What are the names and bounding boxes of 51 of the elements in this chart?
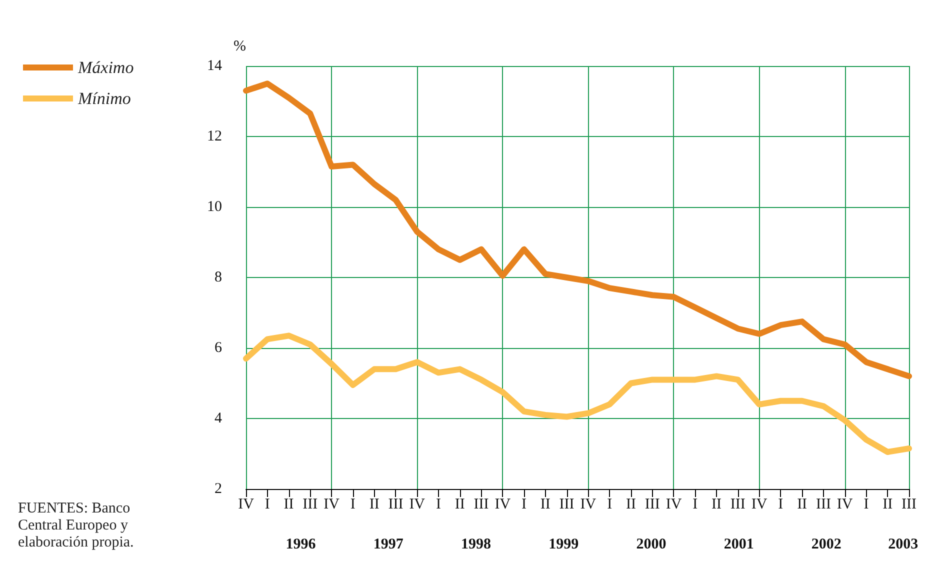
y-tick-label: 6 [214,340,222,356]
x-tick-label: IV [238,496,254,512]
text: 2001 [724,536,754,552]
x-tick-label: II [454,496,465,512]
legend-label: Mínimo [77,89,131,108]
x-tick-label: II [797,496,808,512]
x-tick-label: IV [666,496,682,512]
y-tick-label: 8 [214,270,222,286]
x-tick-label: IV [409,496,426,512]
x-tick-label: II [882,496,893,512]
x-tick-label: II [712,496,722,512]
x-tick-label: IV [751,496,768,512]
x-tick-label: I [436,496,441,512]
x-tick-label: II [284,496,294,512]
x-tick-label: II [369,496,380,512]
text: 1998 [460,536,491,552]
x-tick-label: III [302,496,318,512]
y-tick-label: 14 [207,58,222,74]
y-tick-label: 2 [214,481,222,497]
text: 1996 [286,536,316,552]
source-note: FUENTES: Banco Central Europeo y elaboración propia. [18,500,134,550]
text: 2000 [636,536,666,552]
legend-label: Máximo [77,58,134,77]
x-tick-label: III [474,496,489,512]
x-tick-label: I [692,496,698,512]
text: 2002 [811,536,842,552]
text: 1999 [548,536,579,552]
x-tick-label: III [388,496,404,512]
x-tick-label: I [778,496,784,512]
x-tick-label: III [816,496,831,512]
y-tick-label: 4 [214,410,222,426]
x-tick-label: II [540,496,550,512]
x-tick-label: IV [580,496,596,512]
x-tick-label: I [522,496,527,512]
x-tick-label: III [559,496,574,512]
x-tick-label: IV [494,496,511,512]
y-tick-label: 10 [207,199,222,215]
x-tick-label: I [350,496,356,512]
x-tick-label: I [607,496,612,512]
x-tick-label: III [644,496,660,512]
x-tick-label: III [902,496,916,512]
text: 2003 [888,536,918,552]
y-axis-title: % [234,38,246,54]
x-tick-label: IV [324,496,340,512]
text: 1997 [373,536,404,552]
x-tick-label: II [626,496,636,512]
x-tick-label: I [264,496,270,512]
y-tick-label: 12 [207,128,222,144]
x-tick-label: I [864,496,869,512]
x-tick-label: IV [836,496,853,512]
x-tick-label: III [730,496,746,512]
